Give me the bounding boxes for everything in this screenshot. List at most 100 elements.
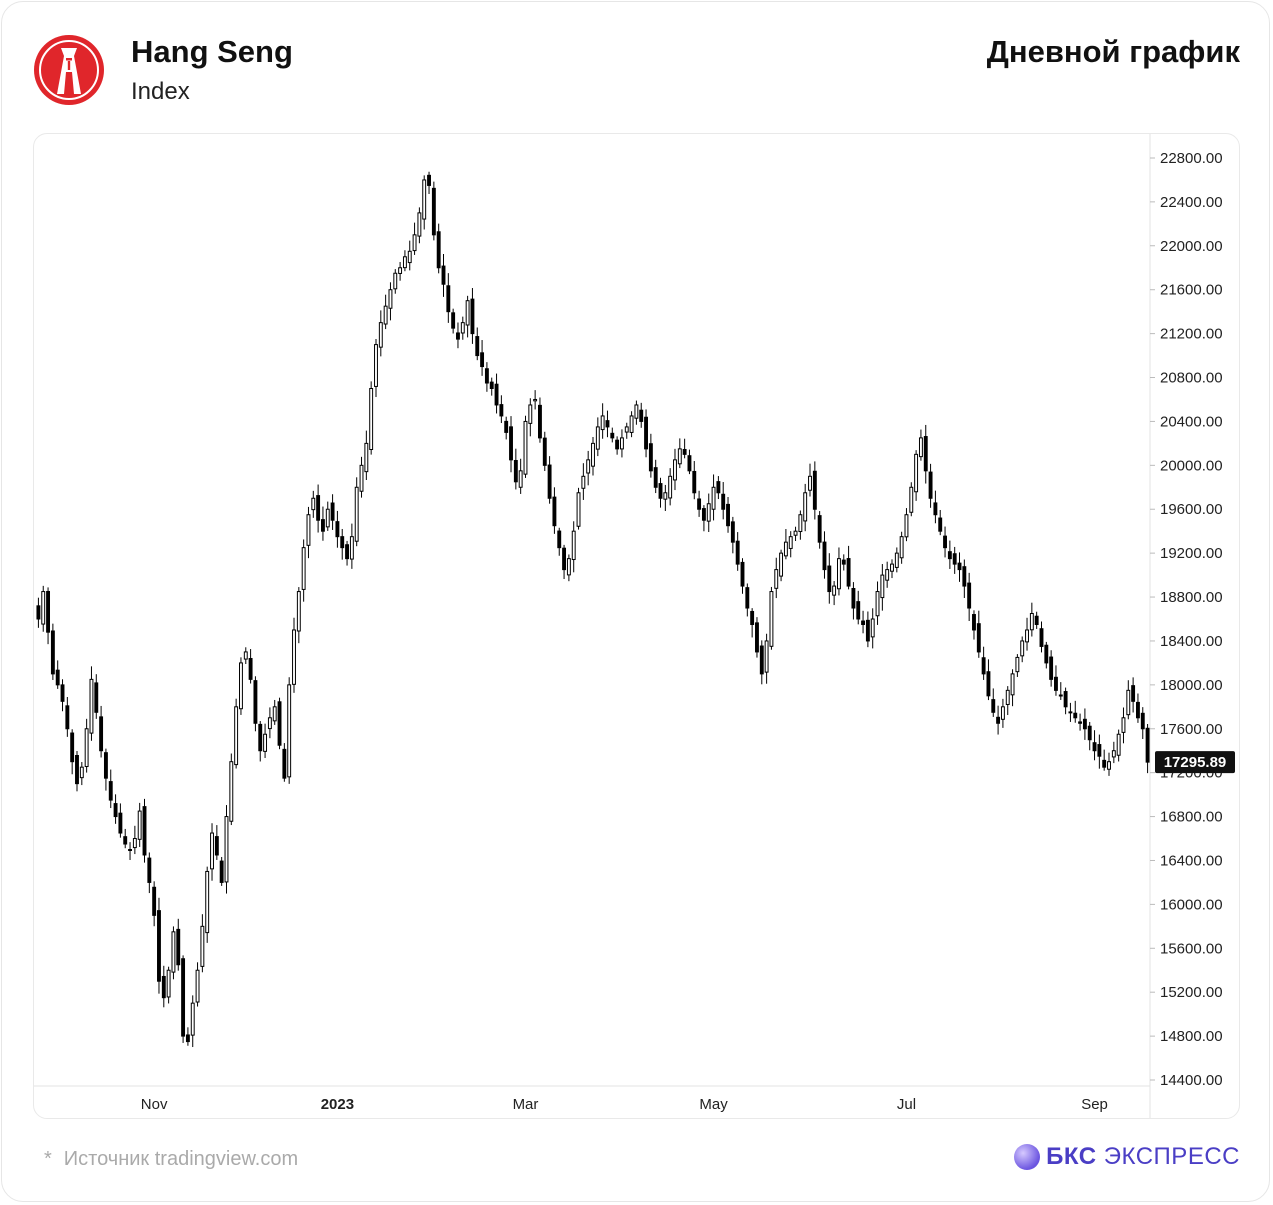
- candle-body: [890, 563, 894, 572]
- candle-body: [412, 234, 417, 252]
- y-tick-label: 22800.00: [1160, 150, 1223, 167]
- y-tick-label: 18000.00: [1160, 677, 1223, 694]
- candle-body: [1092, 742, 1097, 752]
- candle-body: [566, 558, 571, 576]
- candle-body: [918, 437, 923, 458]
- brand-bold: БКС: [1046, 1143, 1097, 1170]
- candle-body: [697, 498, 702, 510]
- candle-body: [663, 492, 668, 500]
- candle-body: [972, 614, 976, 631]
- candle-body: [94, 682, 99, 713]
- candle-body: [79, 766, 84, 779]
- candle-body: [904, 514, 909, 538]
- candle-body: [282, 748, 287, 779]
- candle-body: [827, 565, 832, 593]
- candle-body: [648, 443, 653, 472]
- candle-body: [658, 483, 663, 499]
- candle-body: [562, 547, 567, 571]
- y-tick-label: 16000.00: [1160, 896, 1223, 913]
- candle-body: [292, 629, 296, 685]
- candle-body: [981, 657, 986, 675]
- candle-body: [639, 409, 644, 422]
- candle-body: [952, 553, 957, 565]
- x-tick-label: May: [699, 1096, 728, 1113]
- candle-body: [470, 298, 475, 335]
- candle-body: [923, 436, 928, 472]
- candle-body: [99, 716, 104, 752]
- chart-period-title: Дневной график: [986, 34, 1240, 69]
- candle-body: [1102, 759, 1107, 768]
- candle-body: [239, 662, 243, 710]
- candle-body: [200, 925, 205, 967]
- bcs-sphere-icon: [1014, 1144, 1041, 1170]
- candle-body: [547, 464, 552, 499]
- candle-body: [147, 857, 152, 883]
- candle-body: [402, 256, 407, 269]
- candle-body: [301, 547, 306, 590]
- candle-body: [306, 514, 311, 546]
- candle-body: [46, 590, 51, 633]
- candle-body: [846, 558, 851, 587]
- candle-body: [991, 699, 996, 713]
- candle-body: [528, 404, 533, 424]
- candle-body: [644, 416, 648, 450]
- candle-body: [692, 470, 697, 494]
- candle-body: [494, 383, 499, 406]
- y-tick-label: 21200.00: [1160, 326, 1223, 343]
- candle-body: [407, 250, 412, 264]
- candle-body: [422, 179, 427, 220]
- candle-body: [914, 453, 919, 493]
- footnote-star: *: [44, 1148, 52, 1170]
- candle-body: [779, 552, 784, 577]
- candle-body: [600, 415, 605, 431]
- candle-body: [248, 658, 253, 680]
- candle-body: [489, 381, 494, 389]
- candle-body: [480, 352, 485, 368]
- candle-body: [1000, 706, 1005, 720]
- candle-body: [205, 870, 210, 934]
- candle-body: [349, 536, 354, 560]
- candle-body: [812, 470, 817, 510]
- source-text: Источник tradingview.com: [63, 1148, 299, 1170]
- candle-body: [320, 519, 325, 532]
- candle-body: [185, 1034, 190, 1043]
- candle-body: [446, 285, 451, 313]
- candle-body: [803, 492, 808, 522]
- candle-body: [668, 475, 673, 499]
- brand-regular: ЭКСПРЕСС: [1103, 1143, 1240, 1170]
- candle-body: [1131, 685, 1136, 702]
- candle-body: [957, 562, 962, 571]
- chart-title: Hang Seng: [131, 34, 293, 69]
- candle-body: [1034, 615, 1039, 625]
- candle-body: [1010, 673, 1015, 696]
- candle-body: [880, 574, 885, 599]
- candle-body: [615, 439, 620, 450]
- candle-body: [504, 420, 509, 433]
- y-tick-label: 19600.00: [1160, 501, 1223, 518]
- candle-body: [210, 832, 214, 870]
- candle-body: [369, 388, 374, 451]
- candle-body: [538, 404, 542, 439]
- candle-body: [1015, 656, 1020, 673]
- candle-body: [345, 544, 349, 560]
- candle-body: [730, 521, 735, 543]
- candle-body: [808, 475, 812, 491]
- candle-body: [267, 717, 272, 730]
- candle-body: [1087, 725, 1092, 741]
- candle-body: [311, 497, 316, 511]
- candle-body: [861, 620, 866, 625]
- candle-body: [822, 541, 827, 571]
- candle-body: [1145, 727, 1150, 763]
- candle-body: [383, 305, 388, 325]
- candle-body: [943, 535, 947, 549]
- candle-body: [272, 706, 277, 722]
- y-tick-label: 17600.00: [1160, 721, 1223, 738]
- candle-body: [441, 265, 446, 285]
- candle-body: [875, 591, 880, 617]
- y-tick-label: 14400.00: [1160, 1072, 1223, 1089]
- candle-body: [552, 496, 557, 527]
- candle-body: [518, 470, 523, 488]
- candle-body: [865, 619, 870, 642]
- candle-body: [653, 467, 658, 488]
- candle-body: [856, 601, 861, 620]
